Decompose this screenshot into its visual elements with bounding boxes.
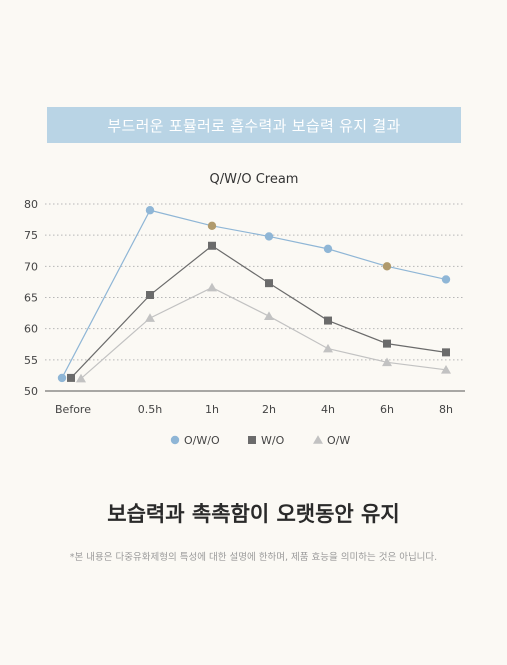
footnote: *본 내용은 다중유화제형의 특성에 대한 설명에 한하며, 제품 효능을 의미… (69, 552, 438, 563)
y-tick-label: 60 (24, 323, 38, 336)
data-point-owo (57, 373, 67, 383)
y-tick-label: 70 (24, 260, 38, 273)
x-tick-label: 1h (205, 403, 219, 416)
data-point-ow (207, 282, 217, 292)
legend-label: W/O (261, 434, 285, 447)
headline: 보습력과 촉촉함이 오랫동안 유지 (107, 502, 400, 526)
data-point-owo (264, 232, 274, 241)
data-point-owo (382, 262, 392, 271)
data-point-wo (67, 373, 75, 382)
y-tick-label: 65 (24, 292, 38, 305)
x-tick-label: 6h (380, 403, 394, 416)
data-point-ow (382, 357, 392, 367)
result-banner: 부드러운 포뮬러로 흡수력과 보습력 유지 결과 (47, 107, 461, 143)
legend-label: O/W/O (184, 434, 220, 447)
legend-marker (313, 435, 323, 444)
data-point-ow (145, 313, 155, 322)
data-point-owo (145, 206, 155, 215)
legend-marker (170, 435, 180, 445)
data-point-owo (207, 221, 217, 231)
data-point-ow (323, 343, 333, 353)
banner-text: 부드러운 포뮬러로 흡수력과 보습력 유지 결과 (107, 116, 401, 135)
y-tick-label: 75 (24, 229, 38, 242)
x-tick-label: 8h (439, 403, 453, 416)
data-point-ow (441, 365, 451, 374)
data-point-wo (146, 291, 154, 300)
legend-label: O/W (327, 434, 350, 447)
data-point-wo (383, 339, 391, 348)
chart-title: Q/W/O Cream (210, 172, 299, 187)
data-point-ow (264, 311, 274, 320)
data-point-wo (208, 241, 216, 250)
data-point-wo (265, 279, 273, 288)
x-tick-label: 0.5h (138, 403, 162, 416)
data-point-wo (442, 348, 450, 357)
y-tick-label: 80 (24, 198, 38, 211)
legend-marker (248, 436, 256, 444)
x-tick-label: 2h (262, 403, 276, 416)
x-tick-label: 4h (321, 403, 335, 416)
data-point-owo (441, 275, 451, 284)
moisture-chart: Q/W/O Cream 50 55 60 65 70 75 80 Before 0.5h 1h 2h 4… (0, 160, 507, 460)
chart-svg: Q/W/O Cream 50 55 60 65 70 75 80 Before 0.5h 1h 2h 4… (24, 172, 465, 447)
y-tick-label: 55 (24, 354, 38, 367)
y-tick-label: 50 (24, 385, 38, 398)
data-point-owo (323, 244, 333, 254)
x-tick-label: Before (55, 403, 91, 416)
data-point-wo (324, 316, 332, 325)
data-point-ow (76, 373, 86, 383)
